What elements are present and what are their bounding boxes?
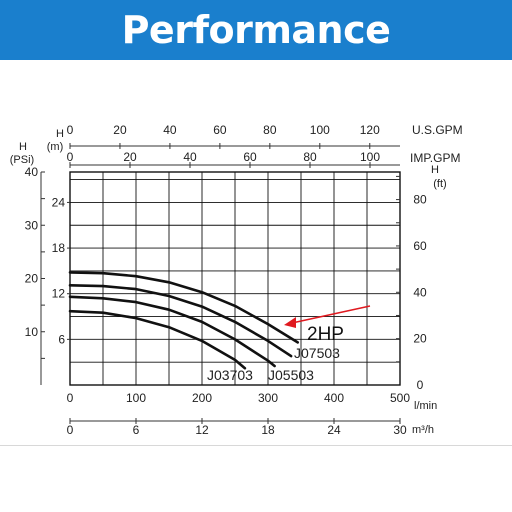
left-axis-psi-title: H xyxy=(19,141,27,153)
pump-curve-j05503 xyxy=(68,295,276,368)
left-axis-psi-tick-label: 40 xyxy=(25,165,39,179)
top-axis-usgpm-tick-label: 40 xyxy=(163,123,177,137)
right-axis-ft-tick-label: 20 xyxy=(413,332,427,346)
top-axis-impgpm-tick-label: 0 xyxy=(67,150,74,164)
pump-curve-2hp xyxy=(68,271,299,344)
left-axis-m-tick-label: 12 xyxy=(52,287,66,301)
bottom-axis-m3h-tick-label: 0 xyxy=(67,423,74,437)
bottom-axis-lmin-tick-label: 0 xyxy=(67,391,74,405)
plot-frame xyxy=(69,171,401,386)
top-axis-impgpm-unit: IMP.GPM xyxy=(410,151,460,165)
right-axis-ft-tick-label: 80 xyxy=(413,193,427,207)
bottom-axis-m3h-tick-label: 6 xyxy=(133,423,140,437)
pump-curve-j07503 xyxy=(68,284,293,358)
bottom-axis-lmin-tick-label: 100 xyxy=(126,391,146,405)
bottom-axis-m3h-tick-label: 18 xyxy=(261,423,275,437)
top-axis-usgpm-tick-label: 120 xyxy=(360,123,380,137)
divider xyxy=(0,445,512,446)
right-axis-ft-unit: (ft) xyxy=(433,178,446,190)
left-axis-psi-tick-label: 30 xyxy=(25,218,39,232)
label-2hp: 2HP xyxy=(307,324,344,345)
top-axis-usgpm-tick-label: 80 xyxy=(263,123,277,137)
top-axis-impgpm-tick-label: 80 xyxy=(303,150,317,164)
top-axis-usgpm-tick-label: 60 xyxy=(213,123,227,137)
top-axis-usgpm-unit: U.S.GPM xyxy=(412,123,463,137)
top-axis-impgpm-tick-label: 20 xyxy=(123,150,137,164)
top-axis-impgpm-tick-label: 40 xyxy=(183,150,197,164)
bottom-axis-m3h-tick-label: 12 xyxy=(195,423,209,437)
bottom-axis-m3h-tick-label: 30 xyxy=(393,423,407,437)
label-j05503: J05503 xyxy=(268,367,314,383)
top-axis-usgpm-tick-label: 0 xyxy=(67,123,74,137)
top-axis-impgpm-tick-label: 100 xyxy=(360,150,380,164)
bottom-axis-lmin-tick-label: 500 xyxy=(390,391,410,405)
bottom-axis-lmin-unit: l/min xyxy=(414,400,437,412)
label-j07503: J07503 xyxy=(294,345,340,361)
annotation-arrow-head xyxy=(284,317,296,328)
left-axis-m-title: H xyxy=(56,128,64,140)
right-axis-ft-title: H xyxy=(431,164,439,176)
annotation-arrow-shaft xyxy=(291,305,371,324)
top-axis-usgpm-tick-label: 100 xyxy=(310,123,330,137)
left-axis-psi-unit: (PSi) xyxy=(10,154,34,166)
bottom-axis-lmin-tick-label: 200 xyxy=(192,391,212,405)
right-axis-ft-tick-label: 40 xyxy=(413,285,427,299)
left-axis-m-unit: (m) xyxy=(47,141,64,153)
left-axis-m-tick-label: 24 xyxy=(52,195,66,209)
bottom-axis-m3h-unit: m³/h xyxy=(412,424,434,436)
left-axis-m-tick-label: 18 xyxy=(52,241,66,255)
left-axis-psi-tick-label: 10 xyxy=(25,325,39,339)
right-axis-ft-tick-label: 60 xyxy=(413,239,427,253)
pump-curve-j03703 xyxy=(68,309,247,370)
right-axis-ft-tick-label: 0 xyxy=(417,378,424,392)
top-axis-impgpm-tick-label: 60 xyxy=(243,150,257,164)
page-title: Performance xyxy=(121,8,391,52)
left-axis-psi-tick-label: 20 xyxy=(25,272,39,286)
left-axis-m-tick-label: 6 xyxy=(58,332,65,346)
header-banner xyxy=(0,0,512,60)
bottom-axis-lmin-tick-label: 300 xyxy=(258,391,278,405)
bottom-axis-m3h-tick-label: 24 xyxy=(327,423,341,437)
top-axis-usgpm-tick-label: 20 xyxy=(113,123,127,137)
label-j03703: J03703 xyxy=(207,367,253,383)
bottom-axis-lmin-tick-label: 400 xyxy=(324,391,344,405)
